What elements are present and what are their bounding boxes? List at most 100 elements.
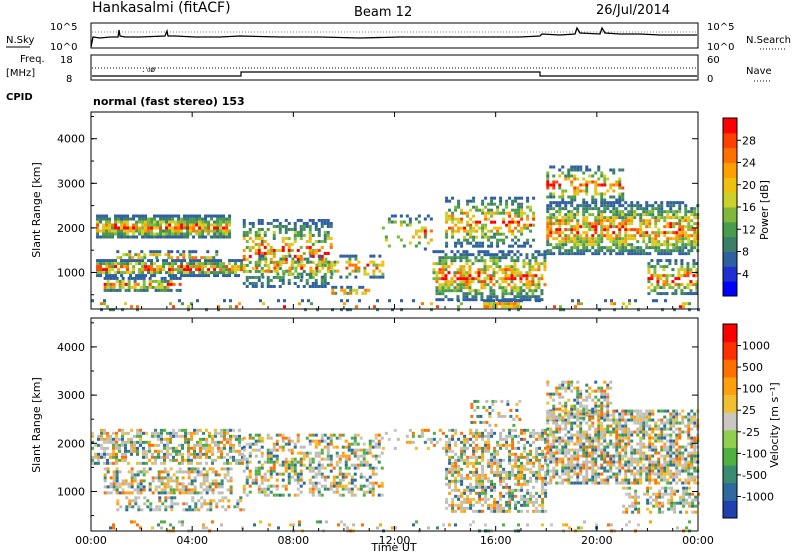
scatter-cell	[278, 493, 282, 497]
scatter-cell	[574, 305, 577, 309]
scatter-cell	[451, 509, 455, 513]
scatter-cell	[423, 247, 427, 251]
scatter-cell	[129, 271, 133, 275]
scatter-cell	[134, 496, 138, 500]
scatter-cell	[558, 207, 562, 211]
scatter-cell	[570, 481, 574, 485]
scatter-cell	[549, 225, 553, 229]
scatter-cell	[490, 220, 494, 224]
scatter-cell	[278, 266, 282, 270]
scatter-cell	[245, 478, 249, 482]
scatter-cell	[115, 443, 118, 447]
scatter-cell	[333, 263, 337, 267]
scatter-cell	[298, 302, 301, 306]
scatter-cell	[108, 268, 112, 272]
noise-left-tick-bottom: 10^0	[50, 42, 77, 53]
scatter-cell	[552, 430, 556, 434]
scatter-cell	[510, 305, 514, 309]
scatter-cell	[645, 243, 649, 247]
scatter-cell	[570, 216, 574, 220]
scatter-cell	[213, 235, 217, 239]
scatter-cell	[501, 299, 505, 303]
scatter-cell	[147, 223, 151, 227]
scatter-cell	[663, 216, 667, 220]
scatter-cell	[217, 305, 220, 309]
scatter-cell	[537, 250, 541, 254]
scatter-cell	[435, 277, 439, 281]
scatter-cell	[481, 479, 485, 483]
scatter-cell	[573, 207, 577, 211]
scatter-cell	[466, 494, 470, 498]
scatter-cell	[537, 265, 541, 269]
scatter-cell	[540, 262, 544, 266]
scatter-cell	[582, 240, 586, 244]
scatter-cell	[139, 491, 143, 495]
scatter-cell	[516, 274, 520, 278]
scatter-cell	[165, 259, 169, 263]
scatter-cell	[448, 485, 452, 489]
scatter-cell	[168, 232, 172, 236]
scatter-cell	[594, 228, 598, 232]
scatter-cell	[579, 252, 583, 256]
scatter-cell	[564, 469, 568, 473]
scatter-cell	[441, 256, 445, 260]
scatter-cell	[248, 275, 252, 279]
scatter-cell	[260, 481, 264, 485]
scatter-cell	[308, 284, 312, 288]
scatter-cell	[555, 445, 559, 449]
scatter-cell	[186, 265, 190, 269]
scatter-cell	[579, 427, 583, 431]
scatter-cell	[175, 488, 179, 492]
scatter-cell	[266, 469, 270, 473]
scatter-cell	[651, 243, 655, 247]
scatter-cell	[344, 475, 348, 479]
scatter-cell	[251, 436, 255, 440]
scatter-cell	[441, 286, 445, 290]
scatter-cell	[222, 214, 226, 218]
scatter-cell	[511, 440, 515, 444]
scatter-cell	[636, 231, 640, 235]
scatter-cell	[567, 210, 571, 214]
scatter-cell	[510, 271, 514, 275]
scatter-cell	[193, 479, 197, 483]
scatter-cell	[220, 452, 223, 456]
scatter-cell	[165, 262, 169, 266]
scatter-cell	[347, 466, 351, 470]
scatter-cell	[369, 254, 373, 258]
scatter-cell	[106, 485, 110, 489]
scatter-cell	[636, 240, 640, 244]
scatter-cell	[219, 232, 223, 236]
scatter-cell	[609, 168, 613, 172]
scatter-cell	[659, 274, 663, 278]
scatter-cell	[570, 174, 574, 178]
scatter-cell	[213, 268, 217, 272]
scatter-cell	[260, 475, 264, 479]
scatter-cell	[371, 487, 375, 491]
scatter-cell	[163, 470, 167, 474]
scatter-cell	[535, 458, 539, 462]
scatter-cell	[509, 408, 513, 412]
scatter-cell	[656, 292, 660, 296]
scatter-cell	[350, 436, 354, 440]
scatter-cell	[588, 207, 592, 211]
scatter-cell	[123, 214, 127, 218]
scatter-cell	[570, 231, 574, 235]
scatter-cell	[100, 437, 103, 441]
scatter-cell	[215, 253, 219, 257]
scatter-cell	[219, 235, 223, 239]
scatter-cell	[475, 470, 479, 474]
scatter-cell	[136, 482, 140, 486]
scatter-cell	[294, 260, 298, 264]
scatter-cell	[450, 259, 454, 263]
scatter-cell	[499, 506, 503, 510]
scatter-cell	[481, 491, 485, 495]
scatter-cell	[332, 490, 336, 494]
scatter-cell	[669, 252, 673, 256]
scatter-cell	[105, 229, 109, 233]
scatter-cell	[105, 262, 109, 266]
scatter-cell	[228, 259, 232, 263]
scatter-cell	[121, 488, 125, 492]
scatter-cell	[120, 226, 124, 230]
scatter-cell	[190, 302, 193, 306]
scatter-cell	[156, 223, 160, 227]
